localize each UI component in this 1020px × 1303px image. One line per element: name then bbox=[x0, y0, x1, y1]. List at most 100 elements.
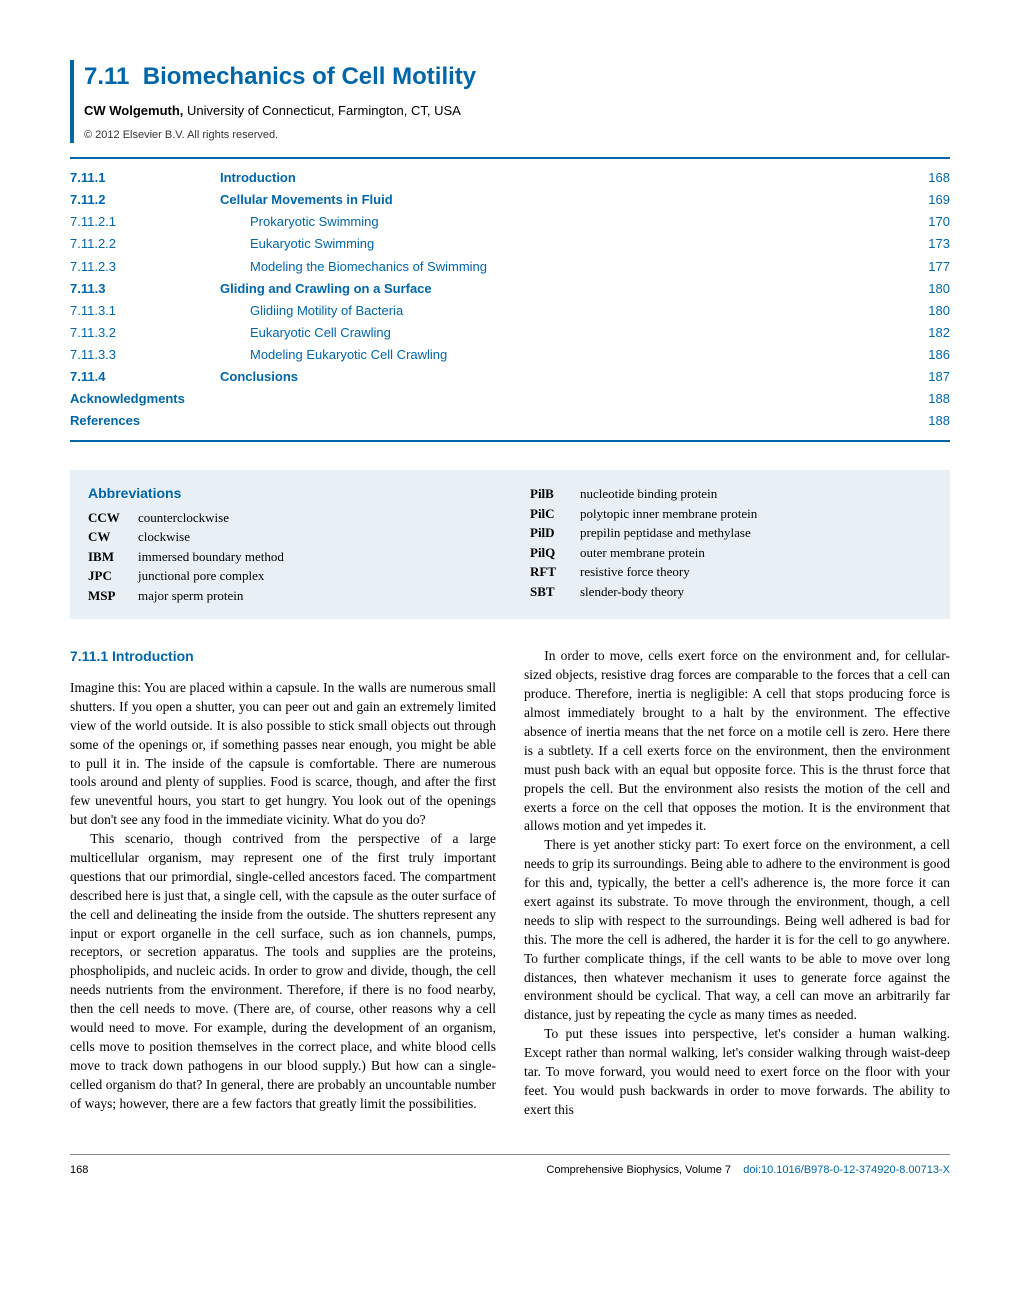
title-block: 7.11 Biomechanics of Cell Motility CW Wo… bbox=[70, 60, 950, 143]
section-heading: 7.11.1 Introduction bbox=[70, 647, 496, 667]
toc-page: 186 bbox=[910, 344, 950, 366]
publication-name: Comprehensive Biophysics, Volume 7 doi:1… bbox=[546, 1163, 950, 1178]
abbrev-key: CW bbox=[88, 527, 138, 547]
abbrev-value: slender-body theory bbox=[580, 582, 932, 602]
abbrev-row: CCWcounterclockwise bbox=[88, 508, 490, 528]
author-line: CW Wolgemuth, University of Connecticut,… bbox=[84, 102, 950, 120]
abbrev-row: PilQouter membrane protein bbox=[530, 543, 932, 563]
abbrev-value: outer membrane protein bbox=[580, 543, 932, 563]
page-footer: 168 Comprehensive Biophysics, Volume 7 d… bbox=[70, 1154, 950, 1178]
toc-number: 7.11.2.1 bbox=[70, 211, 220, 233]
toc-title bbox=[185, 388, 910, 410]
abbrev-key: PilQ bbox=[530, 543, 580, 563]
toc-title bbox=[140, 410, 910, 432]
toc-title: Modeling the Biomechanics of Swimming bbox=[220, 256, 910, 278]
abbrev-key: SBT bbox=[530, 582, 580, 602]
body-paragraph: Imagine this: You are placed within a ca… bbox=[70, 679, 496, 830]
toc-page: 170 bbox=[910, 211, 950, 233]
toc-page: 173 bbox=[910, 233, 950, 255]
toc-page: 188 bbox=[910, 410, 950, 432]
abbrev-row: IBMimmersed boundary method bbox=[88, 547, 490, 567]
body-paragraph: To put these issues into perspective, le… bbox=[524, 1025, 950, 1119]
toc-page: 169 bbox=[910, 189, 950, 211]
abbrev-row: MSPmajor sperm protein bbox=[88, 586, 490, 606]
abbrev-row: RFTresistive force theory bbox=[530, 562, 932, 582]
toc-number: Acknowledgments bbox=[70, 388, 185, 410]
abbrev-key: CCW bbox=[88, 508, 138, 528]
body-paragraph: This scenario, though contrived from the… bbox=[70, 830, 496, 1113]
toc-row[interactable]: 7.11.2.3Modeling the Biomechanics of Swi… bbox=[70, 256, 950, 278]
toc-number: 7.11.4 bbox=[70, 366, 220, 388]
right-column: In order to move, cells exert force on t… bbox=[524, 647, 950, 1119]
toc-title: Introduction bbox=[220, 167, 910, 189]
toc-title: Cellular Movements in Fluid bbox=[220, 189, 910, 211]
abbrev-row: PilBnucleotide binding protein bbox=[530, 484, 932, 504]
left-column: 7.11.1 Introduction Imagine this: You ar… bbox=[70, 647, 496, 1119]
toc-row[interactable]: References 188 bbox=[70, 410, 950, 432]
toc-page: 187 bbox=[910, 366, 950, 388]
author-name: CW Wolgemuth, bbox=[84, 103, 183, 118]
toc-row[interactable]: 7.11.3.2Eukaryotic Cell Crawling182 bbox=[70, 322, 950, 344]
toc-page: 168 bbox=[910, 167, 950, 189]
toc-page: 180 bbox=[910, 278, 950, 300]
toc-number: 7.11.3.1 bbox=[70, 300, 220, 322]
abbrev-row: SBTslender-body theory bbox=[530, 582, 932, 602]
toc-title: Eukaryotic Swimming bbox=[220, 233, 910, 255]
abbrev-title: Abbreviations bbox=[88, 484, 490, 504]
toc-row[interactable]: 7.11.1Introduction168 bbox=[70, 167, 950, 189]
toc-number: 7.11.3.3 bbox=[70, 344, 220, 366]
toc-row[interactable]: 7.11.2Cellular Movements in Fluid169 bbox=[70, 189, 950, 211]
toc-title: Gliding and Crawling on a Surface bbox=[220, 278, 910, 300]
abbrev-key: RFT bbox=[530, 562, 580, 582]
abbrev-row: JPCjunctional pore complex bbox=[88, 566, 490, 586]
body-paragraph: In order to move, cells exert force on t… bbox=[524, 647, 950, 836]
chapter-title: 7.11 Biomechanics of Cell Motility bbox=[84, 60, 950, 94]
toc-number: References bbox=[70, 410, 140, 432]
toc-page: 177 bbox=[910, 256, 950, 278]
abbrev-row: CWclockwise bbox=[88, 527, 490, 547]
abbrev-key: JPC bbox=[88, 566, 138, 586]
toc-number: 7.11.2 bbox=[70, 189, 220, 211]
abbrev-key: PilB bbox=[530, 484, 580, 504]
abbrev-value: junctional pore complex bbox=[138, 566, 490, 586]
abbrev-row: PilCpolytopic inner membrane protein bbox=[530, 504, 932, 524]
toc-row[interactable]: 7.11.3Gliding and Crawling on a Surface1… bbox=[70, 278, 950, 300]
abbrev-value: prepilin peptidase and methylase bbox=[580, 523, 932, 543]
toc-row[interactable]: 7.11.2.1Prokaryotic Swimming170 bbox=[70, 211, 950, 233]
abbrev-value: counterclockwise bbox=[138, 508, 490, 528]
toc-row[interactable]: 7.11.4Conclusions187 bbox=[70, 366, 950, 388]
toc-number: 7.11.3.2 bbox=[70, 322, 220, 344]
copyright-line: © 2012 Elsevier B.V. All rights reserved… bbox=[84, 128, 950, 143]
toc-title: Prokaryotic Swimming bbox=[220, 211, 910, 233]
abbrev-value: polytopic inner membrane protein bbox=[580, 504, 932, 524]
toc-title: Eukaryotic Cell Crawling bbox=[220, 322, 910, 344]
toc-page: 182 bbox=[910, 322, 950, 344]
abbrev-value: major sperm protein bbox=[138, 586, 490, 606]
toc-row[interactable]: Acknowledgments188 bbox=[70, 388, 950, 410]
abbrev-key: MSP bbox=[88, 586, 138, 606]
author-affiliation: University of Connecticut, Farmington, C… bbox=[183, 103, 460, 118]
table-of-contents: 7.11.1Introduction1687.11.2Cellular Move… bbox=[70, 157, 950, 442]
toc-number: 7.11.2.3 bbox=[70, 256, 220, 278]
abbrev-row: PilDprepilin peptidase and methylase bbox=[530, 523, 932, 543]
body-columns: 7.11.1 Introduction Imagine this: You ar… bbox=[70, 647, 950, 1119]
abbrev-right-column: PilBnucleotide binding proteinPilCpolyto… bbox=[530, 484, 932, 605]
abbreviations-box: Abbreviations CCWcounterclockwiseCWclock… bbox=[70, 470, 950, 619]
abbrev-value: resistive force theory bbox=[580, 562, 932, 582]
abbrev-key: PilD bbox=[530, 523, 580, 543]
page-number: 168 bbox=[70, 1163, 88, 1178]
toc-row[interactable]: 7.11.3.1Glidiing Motility of Bacteria180 bbox=[70, 300, 950, 322]
abbrev-value: nucleotide binding protein bbox=[580, 484, 932, 504]
abbrev-value: immersed boundary method bbox=[138, 547, 490, 567]
abbrev-key: IBM bbox=[88, 547, 138, 567]
chapter-number: 7.11 bbox=[84, 63, 129, 90]
toc-title: Conclusions bbox=[220, 366, 910, 388]
doi-link[interactable]: doi:10.1016/B978-0-12-374920-8.00713-X bbox=[743, 1164, 950, 1176]
toc-number: 7.11.3 bbox=[70, 278, 220, 300]
toc-title: Glidiing Motility of Bacteria bbox=[220, 300, 910, 322]
toc-number: 7.11.1 bbox=[70, 167, 220, 189]
toc-row[interactable]: 7.11.2.2Eukaryotic Swimming173 bbox=[70, 233, 950, 255]
toc-title: Modeling Eukaryotic Cell Crawling bbox=[220, 344, 910, 366]
toc-row[interactable]: 7.11.3.3Modeling Eukaryotic Cell Crawlin… bbox=[70, 344, 950, 366]
chapter-title-text: Biomechanics of Cell Motility bbox=[143, 63, 476, 90]
